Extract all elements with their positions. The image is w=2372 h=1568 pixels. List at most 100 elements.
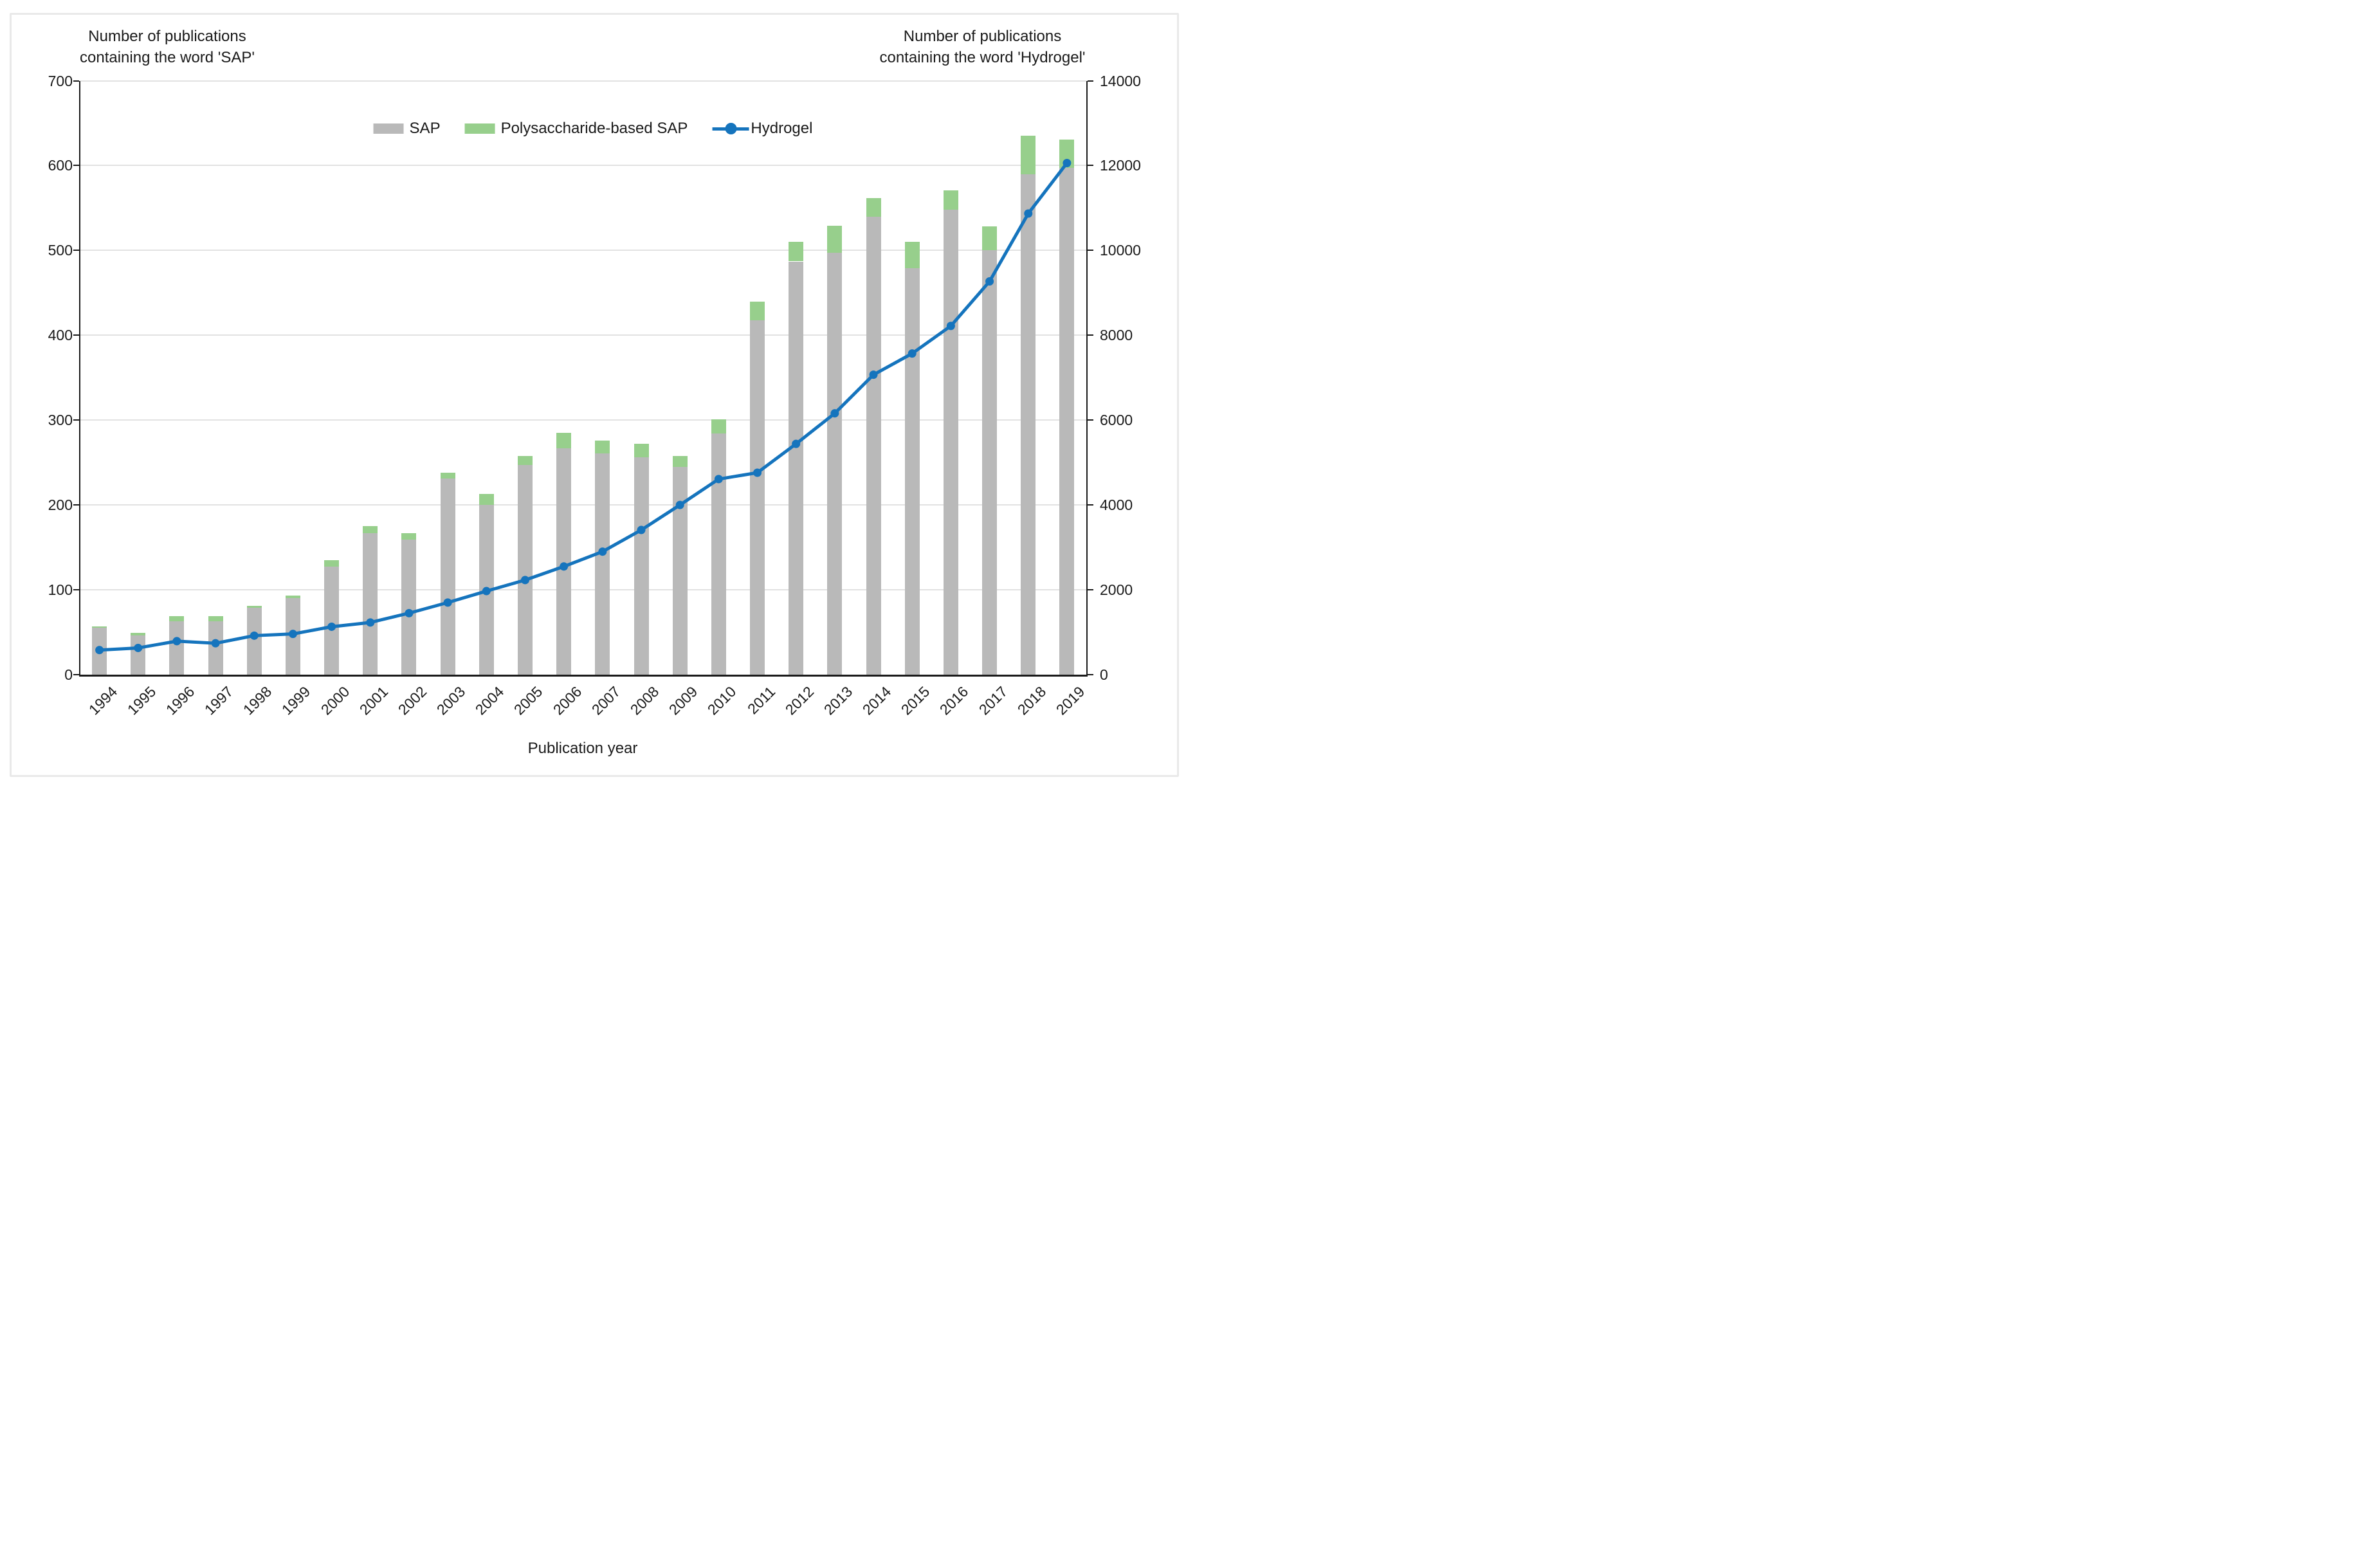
left-axis-tick-700 xyxy=(73,80,79,82)
left-axis-tick-400 xyxy=(73,334,79,336)
left-axis-tick-label-100: 100 xyxy=(48,581,73,599)
legend-item-poly: Polysaccharide-based SAP xyxy=(464,120,688,138)
left-axis-tick-500 xyxy=(73,250,79,251)
x-tick-label-1995: 1995 xyxy=(123,683,160,718)
bar-poly-2007 xyxy=(595,440,610,453)
left-axis-tick-100 xyxy=(73,589,79,591)
bar-poly-2019 xyxy=(1059,139,1075,169)
left-axis-tick-200 xyxy=(73,504,79,506)
legend-item-hydrogel: Hydrogel xyxy=(712,120,812,138)
right-axis-title: Number of publications containing the wo… xyxy=(852,26,1113,68)
x-tick-label-1999: 1999 xyxy=(278,683,314,718)
bar-sap-2004 xyxy=(479,505,494,675)
bar-sap-2011 xyxy=(750,320,765,675)
bar-poly-1998 xyxy=(246,606,262,608)
bar-poly-1999 xyxy=(285,596,300,599)
gridline-600 xyxy=(80,165,1086,167)
left-axis-title-line2: containing the word 'SAP' xyxy=(80,49,255,66)
x-tick-label-2009: 2009 xyxy=(665,683,701,718)
hydrogel-line-marker-icon xyxy=(712,123,749,134)
bar-poly-2015 xyxy=(904,242,920,269)
bar-sap-2019 xyxy=(1059,168,1075,675)
left-axis-tick-label-0: 0 xyxy=(64,666,73,683)
x-tick-label-2016: 2016 xyxy=(936,683,972,718)
x-tick-label-2012: 2012 xyxy=(781,683,817,718)
x-tick-label-2005: 2005 xyxy=(511,683,546,718)
bar-sap-1995 xyxy=(131,635,146,675)
bar-poly-1996 xyxy=(169,615,185,621)
bar-poly-2005 xyxy=(517,455,533,466)
right-axis-tick-6000 xyxy=(1088,419,1093,421)
x-tick-label-2006: 2006 xyxy=(549,683,585,718)
x-tick-label-1996: 1996 xyxy=(162,683,198,718)
right-axis-tick-label-10000: 10000 xyxy=(1100,242,1141,259)
bar-poly-2011 xyxy=(750,301,765,320)
x-tick-label-2010: 2010 xyxy=(704,683,740,718)
x-tick-label-2014: 2014 xyxy=(859,683,895,718)
x-tick-label-2002: 2002 xyxy=(394,683,430,718)
x-tick-label-2004: 2004 xyxy=(472,683,507,718)
right-axis-tick-4000 xyxy=(1088,504,1093,506)
right-axis-tick-label-14000: 14000 xyxy=(1100,72,1141,89)
legend-label-hydrogel: Hydrogel xyxy=(751,120,813,137)
right-axis-tick-label-6000: 6000 xyxy=(1100,412,1133,429)
right-axis-tick-label-0: 0 xyxy=(1100,666,1108,683)
left-axis-tick-label-700: 700 xyxy=(48,72,73,89)
bar-sap-2006 xyxy=(556,448,572,675)
legend: SAP Polysaccharide-based SAP Hydrogel xyxy=(373,120,812,138)
x-tick-label-2003: 2003 xyxy=(433,683,469,718)
legend-item-sap: SAP xyxy=(373,120,441,138)
right-axis-tick-10000 xyxy=(1088,250,1093,251)
left-axis-title-line1: Number of publications xyxy=(88,28,246,45)
legend-label-sap: SAP xyxy=(409,120,441,137)
right-axis-tick-label-4000: 4000 xyxy=(1100,497,1133,514)
bar-poly-2000 xyxy=(324,560,340,567)
hydrogel-line xyxy=(99,161,1068,652)
bar-poly-1994 xyxy=(92,626,107,628)
left-axis-tick-label-300: 300 xyxy=(48,412,73,429)
right-axis-tick-12000 xyxy=(1088,165,1093,167)
bar-sap-2002 xyxy=(401,540,417,675)
polysaccharide-swatch-icon xyxy=(464,123,495,134)
right-axis-tick-0 xyxy=(1088,674,1093,675)
chart-figure: Number of publications containing the wo… xyxy=(0,0,1186,784)
right-axis-title-line1: Number of publications xyxy=(903,28,1062,45)
right-axis-tick-14000 xyxy=(1088,80,1093,82)
bar-sap-1994 xyxy=(92,628,107,675)
gridline-100 xyxy=(80,589,1086,591)
plot-area: 0 100 200 300 400 500 600 700 0 2000 4000 6000 8000 1… xyxy=(0,0,1186,784)
left-axis-title: Number of publications containing the wo… xyxy=(39,26,296,68)
right-axis-tick-label-2000: 2000 xyxy=(1100,581,1133,599)
x-tick-label-2019: 2019 xyxy=(1052,683,1088,718)
x-tick-label-1997: 1997 xyxy=(201,683,237,718)
x-axis-title: Publication year xyxy=(527,740,638,757)
bar-sap-2007 xyxy=(595,453,610,675)
bar-poly-2018 xyxy=(1021,136,1036,174)
bar-poly-2013 xyxy=(827,226,843,253)
bar-poly-1995 xyxy=(131,633,146,636)
left-axis-tick-label-400: 400 xyxy=(48,327,73,344)
bar-sap-2017 xyxy=(982,250,998,675)
bar-sap-2003 xyxy=(440,479,455,675)
x-tick-label-2015: 2015 xyxy=(898,683,933,718)
bar-sap-2013 xyxy=(827,253,843,675)
bar-sap-1997 xyxy=(208,621,223,675)
bar-sap-2014 xyxy=(866,216,881,675)
x-tick-label-2011: 2011 xyxy=(744,683,778,718)
left-axis-tick-600 xyxy=(73,165,79,167)
bar-poly-1997 xyxy=(208,615,223,621)
bar-sap-2010 xyxy=(711,433,726,675)
bar-sap-2018 xyxy=(1021,174,1036,675)
bar-sap-2000 xyxy=(324,567,340,675)
bar-poly-2003 xyxy=(440,473,455,479)
bar-poly-2012 xyxy=(789,242,804,262)
left-axis-tick-label-600: 600 xyxy=(48,157,73,174)
left-axis-line xyxy=(78,80,80,676)
bar-poly-2008 xyxy=(634,444,649,458)
gridline-200 xyxy=(80,504,1086,506)
x-tick-label-2000: 2000 xyxy=(317,683,353,718)
gridline-400 xyxy=(80,334,1086,336)
right-axis-tick-label-12000: 12000 xyxy=(1100,157,1141,174)
x-tick-label-2013: 2013 xyxy=(820,683,856,718)
x-tick-label-2001: 2001 xyxy=(356,683,392,718)
